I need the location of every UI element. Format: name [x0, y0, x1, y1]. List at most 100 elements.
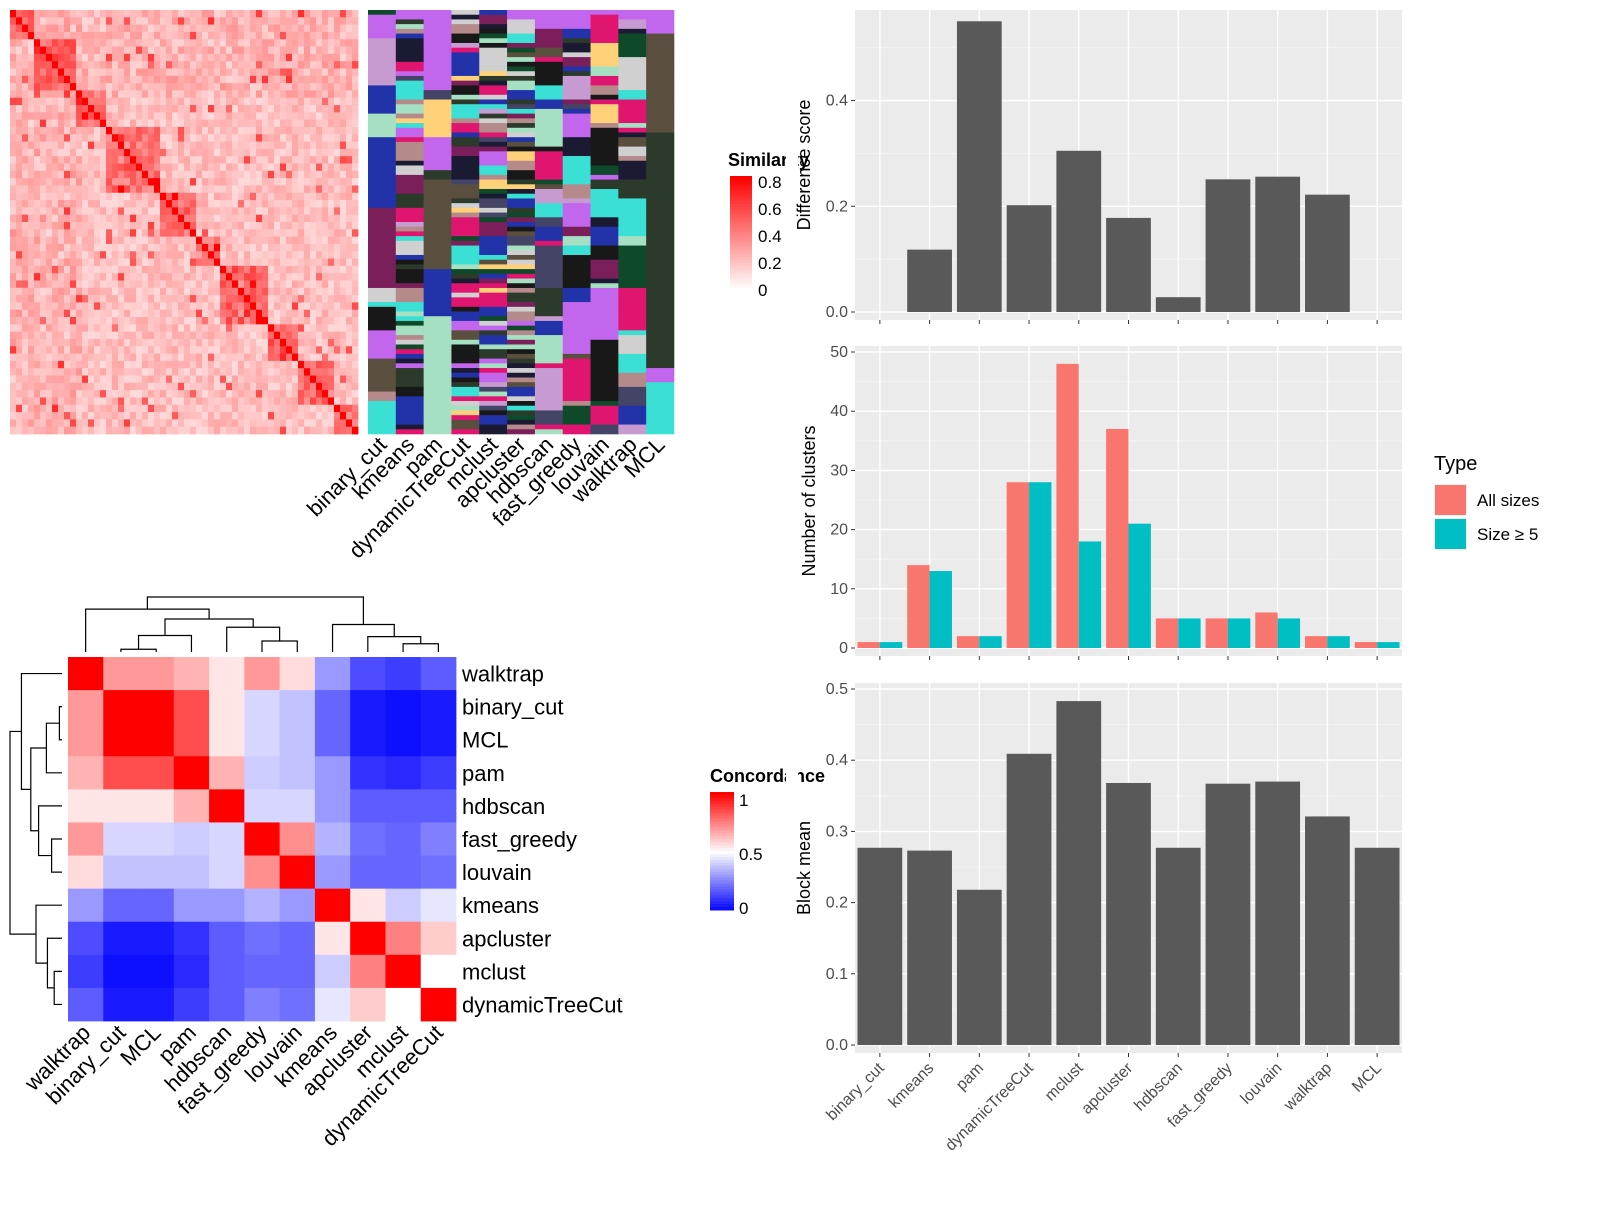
similarity-cell — [160, 353, 167, 362]
similarity-cell — [190, 229, 197, 238]
similarity-cell — [328, 222, 335, 230]
similarity-cell — [52, 126, 59, 135]
similarity-cell — [322, 390, 329, 398]
cluster-assignment-cell — [618, 306, 647, 312]
similarity-cell — [40, 163, 47, 172]
similarity-cell — [328, 375, 335, 384]
similarity-cell — [88, 126, 95, 135]
similarity-cell — [154, 126, 161, 135]
similarity-cell — [238, 236, 245, 245]
similarity-cell — [322, 178, 329, 186]
similarity-cell — [154, 10, 161, 18]
similarity-cell — [226, 46, 233, 55]
cluster-assignment-cell — [423, 156, 452, 162]
similarity-cell — [304, 368, 311, 376]
similarity-cell — [166, 75, 173, 84]
similarity-cell — [154, 382, 161, 391]
concordance-legend-swatch — [710, 836, 734, 840]
similarity-cell — [214, 317, 221, 325]
similarity-cell — [208, 185, 215, 194]
similarity-cell — [310, 265, 317, 274]
similarity-cell — [130, 419, 137, 428]
similarity-cell — [244, 17, 251, 26]
similarity-cell — [328, 61, 335, 69]
similarity-cell — [166, 156, 173, 164]
similarity-cell — [268, 258, 275, 267]
similarity-cell — [250, 53, 257, 62]
similarity-cell — [226, 90, 233, 99]
similarity-cell — [130, 360, 137, 369]
cluster-assignment-cell — [451, 401, 480, 407]
cluster-assignment-cell — [451, 42, 480, 48]
similarity-cell — [214, 134, 221, 142]
similarity-cell — [28, 390, 35, 398]
similarity-cell — [100, 404, 107, 413]
similarity-cell — [250, 214, 257, 223]
similarity-cell — [328, 134, 335, 142]
cluster-assignment-cell — [479, 226, 508, 232]
similarity-cell — [352, 287, 359, 296]
similarity-cell — [58, 419, 65, 428]
similarity-cell — [196, 222, 203, 230]
dendrogram-branch — [146, 596, 365, 625]
similarity-cell — [226, 382, 233, 391]
similarity-cell — [100, 287, 107, 296]
similarity-cell — [262, 119, 269, 128]
similarity-cell — [82, 170, 89, 179]
similarity-cell — [178, 75, 185, 84]
cluster-assignment-cell — [507, 344, 536, 350]
similarity-cell — [346, 287, 353, 296]
similarity-cell — [274, 105, 281, 113]
similarity-cell — [58, 229, 65, 238]
similarity-cell — [286, 273, 293, 281]
similarity-cell — [292, 192, 299, 201]
similarity-cell — [334, 243, 341, 252]
similarity-cell — [136, 346, 143, 354]
cluster-assignment-cell — [423, 33, 452, 39]
similarity-cell — [142, 382, 149, 391]
similarity-cell — [280, 419, 287, 428]
similarity-cell — [214, 229, 221, 238]
similarity-cell — [202, 83, 209, 91]
similarity-cell — [58, 382, 65, 391]
cluster-assignment-cell — [534, 396, 564, 402]
similarity-cell — [154, 170, 161, 179]
similarity-cell — [94, 273, 101, 281]
similarity-cell — [154, 265, 161, 274]
concordance-cell — [103, 723, 139, 757]
similarity-cell — [70, 105, 77, 113]
similarity-cell — [106, 83, 113, 91]
similarity-cell — [28, 200, 35, 208]
similarity-cell — [304, 178, 311, 186]
concordance-cell — [138, 756, 175, 790]
cluster-assignment-cell — [368, 141, 397, 147]
similarity-cell — [316, 185, 323, 194]
cluster-assignment-cell — [590, 132, 619, 138]
cluster-assignment-cell — [451, 330, 480, 336]
similarity-cell — [124, 200, 131, 208]
similarity-cell — [352, 251, 359, 259]
cluster-assignment-cell — [395, 57, 424, 63]
similarity-cell — [112, 404, 119, 413]
cluster-assignment-cell — [395, 316, 424, 322]
similarity-cell — [322, 404, 329, 413]
similarity-cell — [244, 75, 251, 84]
similarity-legend-label: 0 — [758, 281, 767, 300]
similarity-cell — [88, 295, 95, 303]
cluster-assignment-cell — [646, 391, 675, 397]
similarity-cell — [190, 185, 197, 194]
similarity-cell — [76, 258, 83, 267]
similarity-cell — [322, 53, 329, 62]
similarity-cell — [214, 273, 221, 281]
similarity-cell — [154, 178, 161, 186]
similarity-cell — [196, 39, 203, 47]
similarity-cell — [262, 192, 269, 201]
cluster-assignment-cell — [618, 66, 647, 72]
cluster-assignment-cell — [451, 269, 480, 275]
similarity-cell — [160, 126, 167, 135]
similarity-cell — [172, 280, 179, 289]
similarity-cell — [148, 90, 155, 99]
similarity-cell — [52, 404, 59, 413]
similarity-cell — [214, 24, 221, 33]
similarity-cell — [208, 317, 215, 325]
